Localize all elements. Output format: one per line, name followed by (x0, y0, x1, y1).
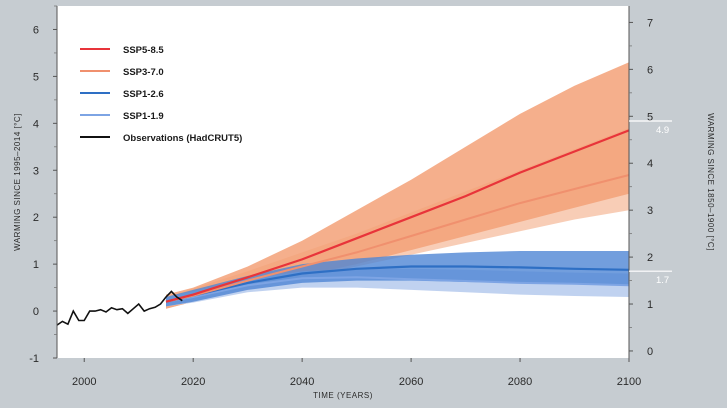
y-left-tick-label: 0 (33, 306, 39, 318)
axes: -1 0 1 2 3 4 5 6 0 1 2 3 4 5 6 7 2000 2020 2040 2060 2080 210… (29, 5, 653, 388)
x-tick-label: 2020 (181, 376, 205, 388)
legend-label-obs: Observations (HadCRUT5) (123, 133, 242, 144)
x-tick-label: 2040 (290, 376, 314, 388)
y-left-tick-label: -1 (29, 353, 39, 365)
y-right-tick-label: 1 (647, 299, 653, 311)
legend-label-ssp126: SSP1-2.6 (123, 89, 164, 100)
x-tick-label: 2100 (617, 376, 641, 388)
y-axis-left-title: WARMING SINCE 1995–2014 [°C] (13, 113, 22, 251)
legend: SSP5-8.5 SSP3-7.0 SSP1-2.6 SSP1-1.9 Observat… (80, 45, 242, 144)
legend-label-ssp370: SSP3-7.0 (123, 67, 164, 78)
x-axis-title: TIME (YEARS) (313, 391, 373, 400)
x-tick-label: 2080 (508, 376, 532, 388)
legend-label-ssp119: SSP1-1.9 (123, 111, 164, 122)
y-left-tick-label: 1 (33, 259, 39, 271)
legend-label-ssp585: SSP5-8.5 (123, 45, 164, 56)
y-left-tick-label: 4 (33, 118, 39, 130)
x-tick-label: 2000 (72, 376, 96, 388)
ssp585-line (165, 129, 630, 303)
annotation-label: 4.9 (656, 125, 669, 136)
y-axis-right-title: WARMING SINCE 1850–1900 [°C] (706, 113, 715, 251)
ssp370-line (165, 174, 630, 303)
x-tick-label: 2060 (399, 376, 423, 388)
ssp126-line (165, 265, 630, 303)
y-right-tick-label: 6 (647, 64, 653, 76)
y-right-tick-label: 3 (647, 205, 653, 217)
y-right-tick-label: 5 (647, 111, 653, 123)
annotation-label: 1.7 (656, 275, 669, 286)
annotations: 4.9 1.7 (629, 120, 672, 286)
y-right-tick-label: 0 (647, 346, 653, 358)
observations-line (56, 290, 183, 326)
y-right-tick-label: 2 (647, 252, 653, 264)
y-left-tick-label: 5 (33, 71, 39, 83)
ssp119-line (165, 276, 630, 303)
series-lines (56, 129, 630, 326)
ssp585-band (166, 62, 629, 309)
y-left-tick-label: 6 (33, 24, 39, 36)
y-right-tick-label: 7 (647, 17, 653, 29)
y-left-tick-label: 2 (33, 212, 39, 224)
y-right-tick-label: 4 (647, 158, 653, 170)
y-left-tick-label: 3 (33, 165, 39, 177)
